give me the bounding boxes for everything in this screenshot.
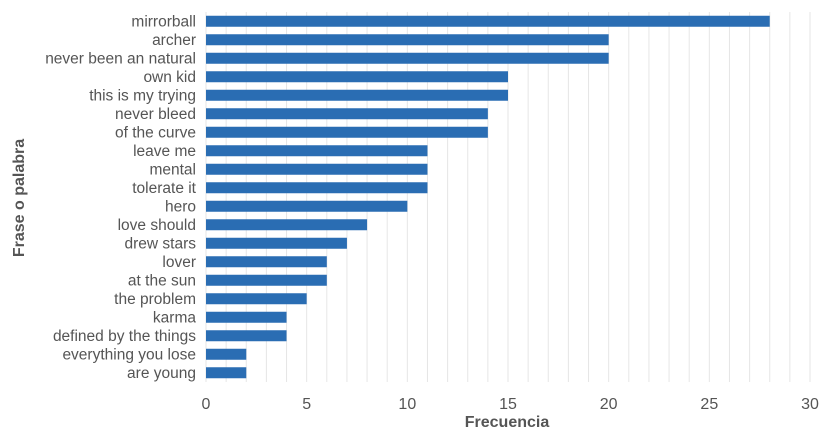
category-label: this is my trying (89, 88, 196, 105)
bar (206, 237, 347, 249)
category-label: never bleed (115, 106, 196, 123)
bars (206, 15, 770, 379)
category-label: never been an natural (45, 51, 196, 68)
category-label: mental (149, 162, 196, 179)
bar (206, 163, 428, 175)
category-label: defined by the things (53, 328, 196, 345)
category-label: tolerate it (132, 180, 196, 197)
bar (206, 367, 247, 379)
category-label: the problem (114, 291, 196, 308)
bar (206, 126, 488, 138)
bar (206, 52, 609, 64)
category-label: mirrorball (131, 14, 196, 31)
bar (206, 34, 609, 46)
x-tick-label: 25 (700, 396, 718, 413)
category-label: hero (165, 199, 196, 216)
category-label: karma (153, 310, 196, 327)
x-tick-label: 20 (600, 396, 618, 413)
x-tick-label: 30 (801, 396, 819, 413)
category-label: archer (152, 32, 196, 49)
category-label: own kid (143, 69, 196, 86)
category-label: at the sun (128, 273, 196, 290)
x-tick-label: 15 (499, 396, 517, 413)
category-label: lover (162, 254, 196, 271)
category-label: love should (118, 217, 196, 234)
category-label: of the curve (115, 125, 196, 142)
x-tick-label: 0 (202, 396, 211, 413)
bar (206, 330, 287, 342)
bar (206, 89, 508, 101)
x-tick-label: 5 (302, 396, 311, 413)
bar (206, 145, 428, 157)
category-label: everything you lose (62, 347, 196, 364)
x-axis-title: Frecuencia (465, 414, 550, 431)
bar (206, 200, 408, 212)
grid-lines (205, 12, 811, 382)
bar (206, 274, 327, 286)
bar (206, 293, 307, 305)
category-label: drew stars (125, 236, 197, 253)
bar (206, 15, 770, 27)
bar (206, 219, 368, 231)
category-label: leave me (133, 143, 196, 160)
bar (206, 348, 247, 360)
bar (206, 108, 488, 120)
bar (206, 256, 327, 268)
x-tick-label: 10 (398, 396, 416, 413)
bar (206, 71, 508, 83)
bar (206, 182, 428, 194)
bar (206, 311, 287, 323)
y-axis-title: Frase o palabra (11, 139, 28, 257)
x-tick-labels: 0 5 10 15 20 25 30 (202, 396, 819, 413)
category-label: are young (127, 365, 196, 382)
